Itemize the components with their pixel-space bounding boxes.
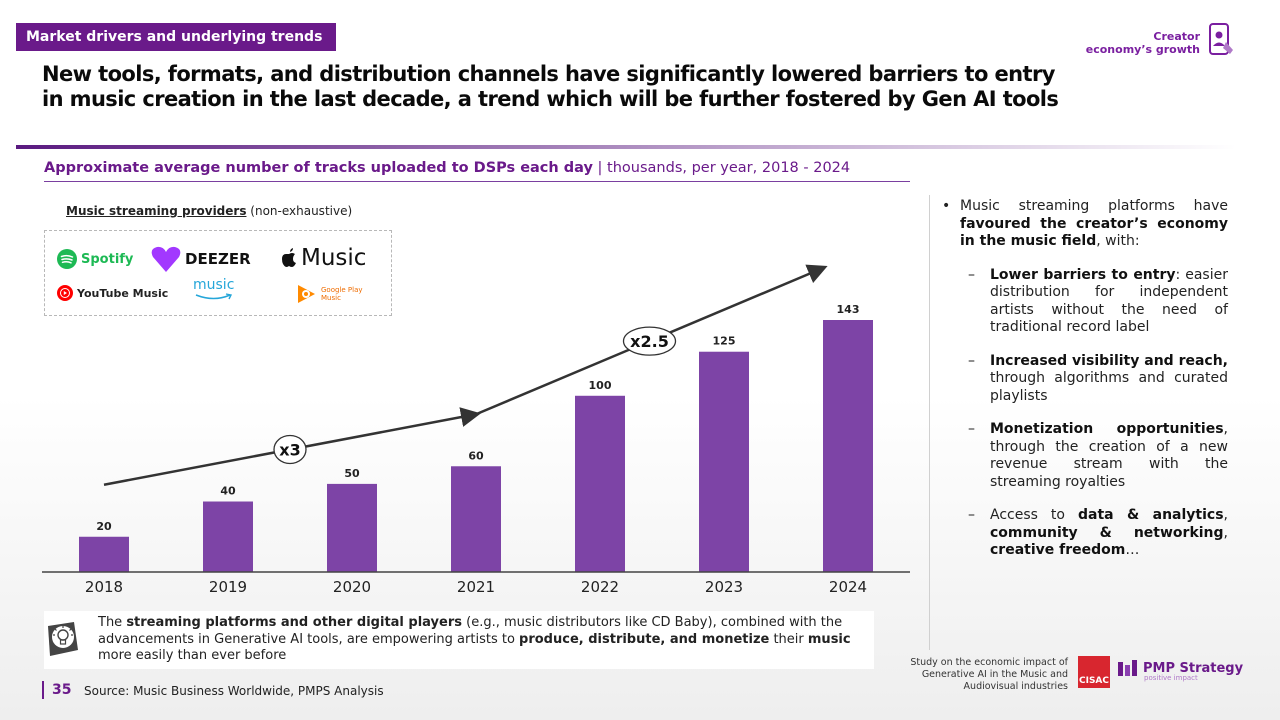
provider-deezer: DEEZER [151,245,251,273]
deezer-heart-icon [151,246,181,272]
x-tick-label: 2018 [85,578,123,596]
bar [699,351,749,572]
callout-box [44,611,874,669]
x-tick-label: 2020 [333,578,371,596]
x-tick-label: 2019 [209,578,247,596]
x-tick-label: 2023 [705,578,743,596]
x-tick-label: 2024 [829,578,867,596]
bar-value-label: 20 [96,520,112,533]
bar-value-label: 100 [589,379,612,392]
bar-value-label: 125 [713,335,736,348]
lightbulb-icon [48,622,78,656]
bar [575,395,625,572]
multiplier-bubble [622,326,677,356]
section-tag: Market drivers and underlying trends [16,23,337,51]
cisac-logo: CISAC [1078,656,1110,688]
bullet-item: – Access to data & analytics, community … [968,507,1228,558]
creator-economy-logo-text: Creator economy’s growth [1085,30,1200,56]
bar [203,501,253,572]
spotify-icon [57,249,77,269]
provider-spotify: Spotify [57,249,133,269]
multiplier-label: x2.5 [630,332,669,351]
bar [823,320,873,572]
pmp-strategy-logo: PMP Strategy positive impact [1118,660,1243,682]
source-note: Source: Music Business Worldwide, PMPS A… [84,684,384,698]
title-underline [16,145,1236,149]
bar [79,536,129,572]
bar-value-label: 60 [468,449,484,462]
phone-creator-icon [1209,23,1233,55]
chart-heading: Approximate average number of tracks upl… [44,160,910,182]
multiplier-label: x3 [279,441,300,460]
bullet-item: – Lower barriers to entry: easier distri… [968,266,1228,336]
providers-title: Music streaming providers (non-exhaustiv… [66,204,353,218]
providers-box: Spotify DEEZER Music YouTube Music music… [44,230,392,316]
vertical-divider [929,195,930,650]
google-play-music-icon [298,285,315,303]
provider-apple-music: Music [281,245,366,271]
bar-value-label: 50 [344,467,360,480]
callout-text: The streaming platforms and other digita… [98,615,851,663]
study-caption: Study on the economic impact of Generati… [910,657,1068,692]
multiplier-bubble [273,434,307,465]
bar [327,483,377,572]
x-tick-label: 2021 [457,578,495,596]
bullet-list: • Music streaming platforms have favoure… [942,198,1228,560]
bar-value-label: 143 [837,303,860,316]
bar [451,466,501,572]
bullet-item: – Increased visibility and reach, throug… [968,352,1228,404]
pmp-mark-icon [1118,660,1137,676]
youtube-music-icon [57,285,73,301]
bar-value-label: 40 [220,485,236,498]
bar-chart: 20 2018 40 2019 50 2020 60 2021 100 2022 125 2023 14… [42,264,910,596]
bullet-intro: • Music streaming platforms have favoure… [942,198,1228,249]
bullet-item: – Monetization opportunities, through th… [968,421,1228,490]
amazon-smile-icon [195,293,232,300]
provider-google-play-music: Google Play Music [295,283,367,305]
page-title: New tools, formats, and distribution cha… [42,62,1059,111]
apple-icon [282,248,296,267]
x-tick-label: 2022 [581,578,619,596]
provider-youtube-music: YouTube Music [57,285,168,301]
page-number: 35 [42,681,71,699]
provider-amazon-music: music [193,277,234,301]
